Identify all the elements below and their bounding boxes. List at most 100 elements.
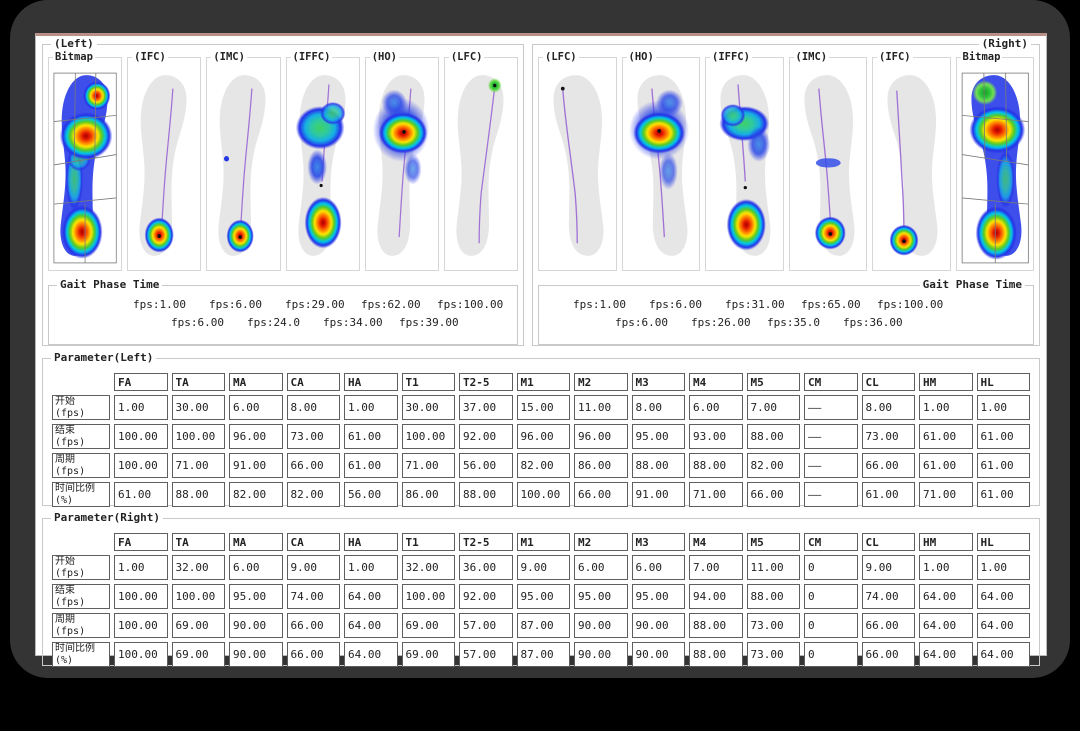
param-value-cell: 56.00 bbox=[344, 482, 398, 507]
zone-column-header: FA bbox=[114, 373, 168, 391]
param-value-cell: 6.00 bbox=[631, 555, 685, 580]
param-value-cell: 0 bbox=[804, 642, 858, 667]
zone-column-header: M4 bbox=[689, 533, 743, 551]
right-gait-phase-group: Gait Phase Time fps:1.00 fps:6.00 fps:31.0… bbox=[538, 278, 1034, 345]
param-value-cell: 64.00 bbox=[344, 642, 398, 667]
table-row: 时间比例 (%) 100.00 69.00 90.00 66.00 64.00 69.00 5… bbox=[52, 642, 1030, 667]
param-value-cell: 82.00 bbox=[516, 453, 570, 478]
param-value-cell: 91.00 bbox=[229, 453, 283, 478]
param-value-cell: 61.00 bbox=[919, 424, 973, 449]
footprint-heatmap-iffcR bbox=[719, 75, 771, 256]
param-value-cell: 64.00 bbox=[919, 584, 973, 609]
param-value-cell: 92.00 bbox=[459, 424, 513, 449]
param-value-cell: 82.00 bbox=[286, 482, 340, 507]
zone-column-header: HA bbox=[344, 373, 398, 391]
param-value-cell: 100.00 bbox=[114, 424, 168, 449]
fps-value: fps:29.00 bbox=[285, 298, 345, 311]
param-value-cell: 64.00 bbox=[919, 642, 973, 667]
zone-column-header: T2-5 bbox=[459, 373, 513, 391]
param-value-cell: 64.00 bbox=[919, 613, 973, 638]
footprint-panel-bitmapL: Bitmap bbox=[48, 51, 123, 271]
left-gait-row1: fps:1.00 fps:6.00 fps:29.00 fps:62.00 fps:10… bbox=[53, 296, 513, 314]
right-gait-title: Gait Phase Time bbox=[919, 278, 1025, 291]
fps-value: fps:31.00 bbox=[725, 298, 785, 311]
zone-column-header: TA bbox=[171, 533, 225, 551]
param-value-cell: 64.00 bbox=[976, 642, 1030, 667]
param-value-cell: 66.00 bbox=[286, 642, 340, 667]
param-value-cell: 100.00 bbox=[114, 584, 168, 609]
zone-column-header: CA bbox=[286, 373, 340, 391]
footprint-panel-label: Bitmap bbox=[960, 51, 1003, 63]
footprint-heatmap-iffcL bbox=[295, 75, 346, 256]
zone-column-header: CL bbox=[861, 533, 915, 551]
param-value-cell: 9.00 bbox=[286, 555, 340, 580]
param-value-cell: 7.00 bbox=[746, 395, 800, 420]
param-value-cell: 66.00 bbox=[286, 613, 340, 638]
param-value-cell: 8.00 bbox=[631, 395, 685, 420]
footprint-heatmap-lfcR bbox=[553, 75, 604, 256]
param-value-cell: 95.00 bbox=[574, 584, 628, 609]
param-value-cell: 74.00 bbox=[861, 584, 915, 609]
zone-column-header: M2 bbox=[574, 533, 628, 551]
zone-column-header: M3 bbox=[631, 533, 685, 551]
param-value-cell: 82.00 bbox=[229, 482, 283, 507]
param-value-cell: 9.00 bbox=[861, 555, 915, 580]
param-value-cell: 61.00 bbox=[919, 453, 973, 478]
footprint-heatmap-hoL bbox=[372, 75, 430, 256]
param-value-cell: —— bbox=[804, 395, 858, 420]
param-value-cell: 61.00 bbox=[344, 453, 398, 478]
param-value-cell: 91.00 bbox=[631, 482, 685, 507]
footprint-panel-bitmapR: Bitmap bbox=[955, 51, 1034, 271]
footprint-heatmap-lfcL bbox=[456, 75, 504, 256]
footprint-panel-imcL: (IMC) bbox=[206, 51, 281, 271]
param-value-cell: 96.00 bbox=[574, 424, 628, 449]
footprint-panel-hoR: (HO) bbox=[621, 51, 700, 271]
param-value-cell: —— bbox=[804, 482, 858, 507]
zone-column-header: HL bbox=[976, 373, 1030, 391]
zone-column-header: HL bbox=[976, 533, 1030, 551]
fps-value: fps:26.00 bbox=[691, 316, 751, 329]
fps-value: fps:6.00 bbox=[171, 316, 224, 329]
param-value-cell: 100.00 bbox=[171, 424, 225, 449]
param-value-cell: 66.00 bbox=[746, 482, 800, 507]
param-value-cell: 69.00 bbox=[171, 613, 225, 638]
param-value-cell: 82.00 bbox=[746, 453, 800, 478]
param-value-cell: 32.00 bbox=[171, 555, 225, 580]
param-value-cell: 71.00 bbox=[401, 453, 455, 478]
gait-analysis-app-content: (Left) Bitmap (IFC) (IMC) (IFFC) (HO) (LFC) G… bbox=[35, 33, 1047, 667]
footprint-panel-label: (HO) bbox=[369, 51, 399, 63]
param-value-cell: 69.00 bbox=[171, 642, 225, 667]
param-value-cell: —— bbox=[804, 453, 858, 478]
param-value-cell: 64.00 bbox=[976, 613, 1030, 638]
param-value-cell: 100.00 bbox=[114, 453, 168, 478]
param-value-cell: 57.00 bbox=[459, 642, 513, 667]
param-value-cell: 88.00 bbox=[689, 613, 743, 638]
param-value-cell: 1.00 bbox=[114, 395, 168, 420]
fps-value: fps:100.00 bbox=[877, 298, 944, 311]
param-value-cell: 88.00 bbox=[746, 584, 800, 609]
param-value-cell: 100.00 bbox=[401, 424, 455, 449]
footprint-heatmap-hoR bbox=[628, 75, 689, 256]
param-value-cell: 93.00 bbox=[689, 424, 743, 449]
zone-column-header: T1 bbox=[401, 533, 455, 551]
param-value-cell: 1.00 bbox=[976, 555, 1030, 580]
param-value-cell: 15.00 bbox=[516, 395, 570, 420]
table-row: 周期 (fps) 100.00 71.00 91.00 66.00 61.00 71.00 5… bbox=[52, 453, 1030, 478]
param-value-cell: 96.00 bbox=[229, 424, 283, 449]
param-value-cell: 88.00 bbox=[631, 453, 685, 478]
fps-value: fps:35.0 bbox=[767, 316, 820, 329]
fps-value: fps:6.00 bbox=[209, 298, 262, 311]
param-value-cell: 32.00 bbox=[401, 555, 455, 580]
fps-value: fps:6.00 bbox=[649, 298, 702, 311]
param-value-cell: 73.00 bbox=[746, 613, 800, 638]
zone-column-header: HA bbox=[344, 533, 398, 551]
param-value-cell: 8.00 bbox=[286, 395, 340, 420]
row-header: 结束 (fps) bbox=[52, 584, 110, 609]
parameter-right-title: Parameter(Right) bbox=[51, 511, 163, 524]
param-value-cell: 6.00 bbox=[574, 555, 628, 580]
left-foot-group: (Left) Bitmap (IFC) (IMC) (IFFC) (HO) (LFC) G… bbox=[42, 37, 524, 346]
fps-value: fps:6.00 bbox=[615, 316, 668, 329]
param-value-cell: 1.00 bbox=[919, 395, 973, 420]
param-value-cell: 11.00 bbox=[574, 395, 628, 420]
footprint-heatmap-bitmapR bbox=[959, 72, 1029, 264]
